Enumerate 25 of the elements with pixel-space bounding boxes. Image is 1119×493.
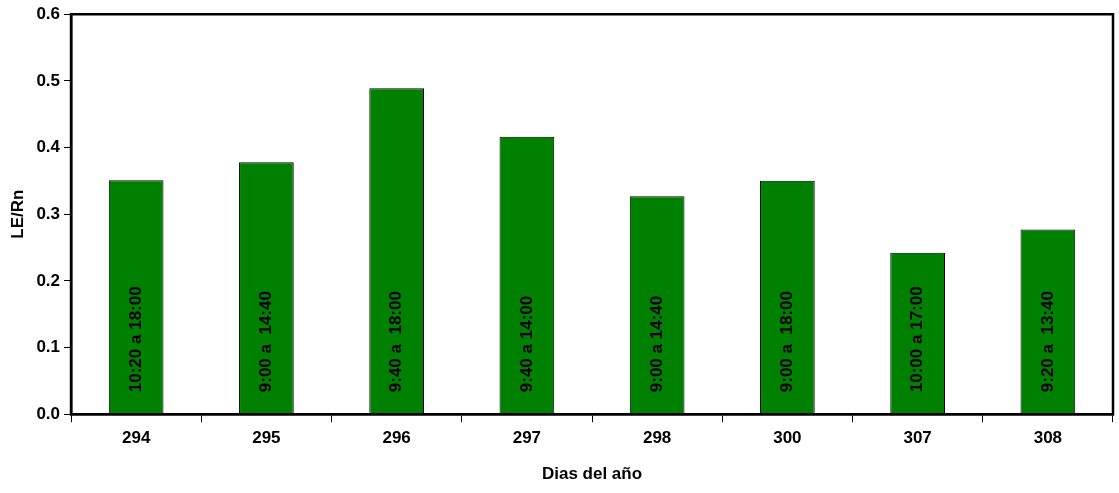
y-tick-label: 0.2 [36, 270, 61, 290]
annotation: 10:20 a 18:00 [125, 286, 145, 393]
y-tick-label: 0.6 [36, 3, 61, 23]
x-tick-label: 296 [382, 428, 411, 448]
y-tick-label: 0.3 [36, 203, 61, 223]
annotation: 9:40 a 14:00 [516, 295, 536, 393]
x-axis-title: Dias del año [541, 464, 643, 484]
annotation: 9:00 a 14:40 [256, 291, 276, 393]
y-axis-title: LE/Rn [7, 189, 27, 239]
annotation: 9:00 a 14:40 [646, 295, 666, 393]
x-tick-label: 298 [642, 428, 672, 448]
annotation: 9:40 a 18:00 [386, 291, 406, 393]
annotation: 9:20 a 13:40 [1037, 291, 1057, 393]
x-tick-label: 308 [1033, 428, 1063, 448]
x-tick-label: 297 [512, 428, 542, 448]
x-tick-label: 300 [773, 428, 802, 448]
y-tick-label: 0.1 [36, 337, 61, 357]
x-tick-label: 307 [903, 428, 932, 448]
annotation: 10:00 a 17:00 [907, 286, 927, 393]
y-tick-label: 0.0 [36, 403, 61, 423]
x-tick-label: 294 [121, 428, 151, 448]
y-tick-label: 0.5 [36, 70, 61, 90]
annotation: 9:00 a 18:00 [777, 291, 797, 393]
y-tick-label: 0.4 [36, 137, 61, 157]
x-tick-label: 295 [252, 428, 281, 448]
